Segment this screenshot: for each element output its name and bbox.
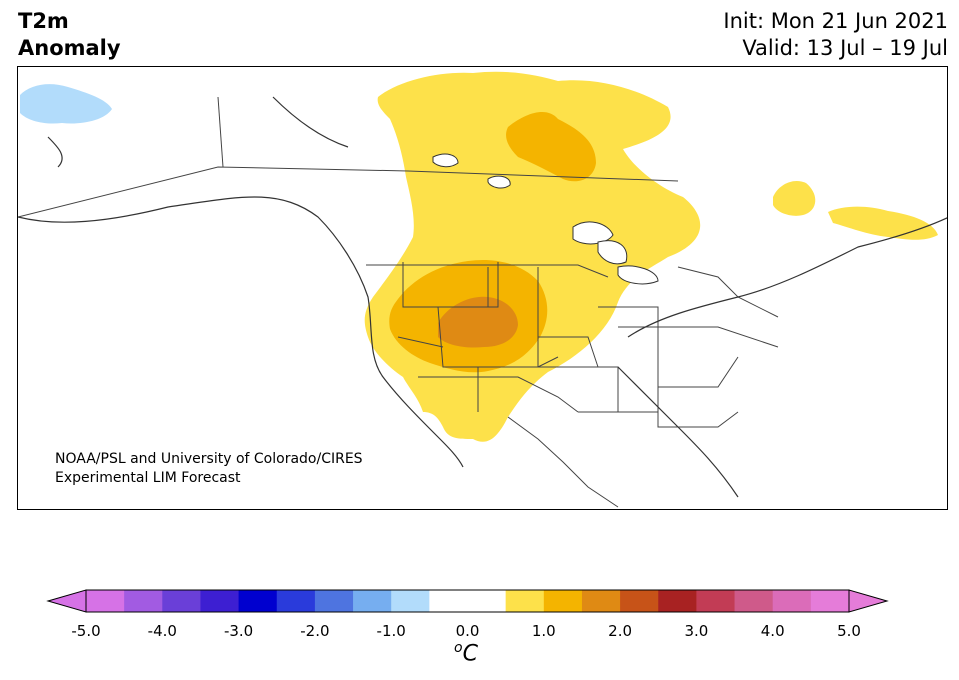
colorbar-tick-label: 4.0: [760, 622, 785, 640]
warm-anomaly-orange-core: [438, 296, 518, 348]
colorbar-cell: [353, 590, 392, 612]
init-date: Init: Mon 21 Jun 2021: [723, 9, 948, 33]
colorbar-tick-label: 5.0: [837, 622, 861, 640]
colorbar: [46, 589, 889, 613]
warm-anomaly-labrador: [828, 206, 938, 240]
colorbar-cell: [810, 590, 850, 612]
cool-anomaly-alaska: [20, 84, 112, 124]
colorbar-cell: [391, 590, 430, 612]
colorbar-cell: [581, 590, 621, 612]
credit-text: NOAA/PSL and University of Colorado/CIRE…: [55, 450, 363, 488]
colorbar-cell: [238, 590, 278, 612]
warm-anomaly-gold-canada: [506, 112, 596, 182]
colorbar-cell: [505, 590, 545, 612]
warm-anomaly-quebec: [773, 180, 816, 216]
colorbar-tick-label: -1.0: [376, 622, 406, 640]
plot-dates: Init: Mon 21 Jun 2021 Valid: 13 Jul – 19…: [723, 8, 948, 62]
colorbar-tick-label: 2.0: [608, 622, 633, 640]
colorbar-cell: [658, 590, 697, 612]
colorbar-cell: [124, 590, 163, 612]
colorbar-tick-label: -3.0: [223, 622, 254, 640]
colorbar-extend-low: [46, 589, 87, 613]
anomaly-map: [17, 66, 948, 510]
colorbar-cell: [467, 590, 507, 612]
colorbar-tick-label: -4.0: [147, 622, 177, 640]
colorbar-cell: [696, 590, 736, 612]
colorbar-cell: [620, 590, 659, 612]
colorbar-cell: [276, 590, 316, 612]
colorbar-outline: [85, 589, 850, 613]
colorbar-tick-label: -5.0: [71, 622, 101, 640]
title-anomaly: Anomaly: [18, 36, 121, 60]
map-canvas: [18, 71, 947, 508]
political-boundaries: [18, 96, 779, 508]
colorbar-cell: [734, 590, 774, 612]
credit-line-1: NOAA/PSL and University of Colorado/CIRE…: [55, 451, 363, 467]
great-lakes: [432, 153, 659, 285]
colorbar-cell: [314, 590, 354, 612]
colorbar-unit: oC: [454, 640, 478, 666]
colorbar-tick-label: 0.0: [455, 622, 480, 640]
colorbar-tick-label: 1.0: [531, 622, 556, 640]
valid-date: Valid: 13 Jul – 19 Jul: [742, 36, 948, 60]
credit-line-2: Experimental LIM Forecast: [55, 470, 241, 486]
colorbar-tick-label: -2.0: [300, 622, 330, 640]
title-variable: T2m: [18, 9, 69, 33]
colorbar-cell: [86, 590, 125, 612]
colorbar-cell: [200, 590, 240, 612]
colorbar-cell: [429, 590, 468, 612]
coastlines: [18, 96, 947, 498]
colorbar-cell: [543, 590, 583, 612]
colorbar-cell: [162, 590, 201, 612]
unit-letter: C: [462, 641, 478, 667]
colorbar-cells: [86, 590, 850, 612]
colorbar-ticks: -5.0 -4.0 -3.0 -2.0 -1.0 0.0 1.0 2.0 3.0 4.0 5.0: [0, 622, 959, 642]
colorbar-cell: [772, 590, 812, 612]
unit-degree: o: [454, 640, 463, 656]
colorbar-tick-label: 3.0: [684, 622, 709, 640]
colorbar-extend-high: [848, 589, 889, 613]
plot-title: T2m Anomaly: [18, 8, 121, 62]
